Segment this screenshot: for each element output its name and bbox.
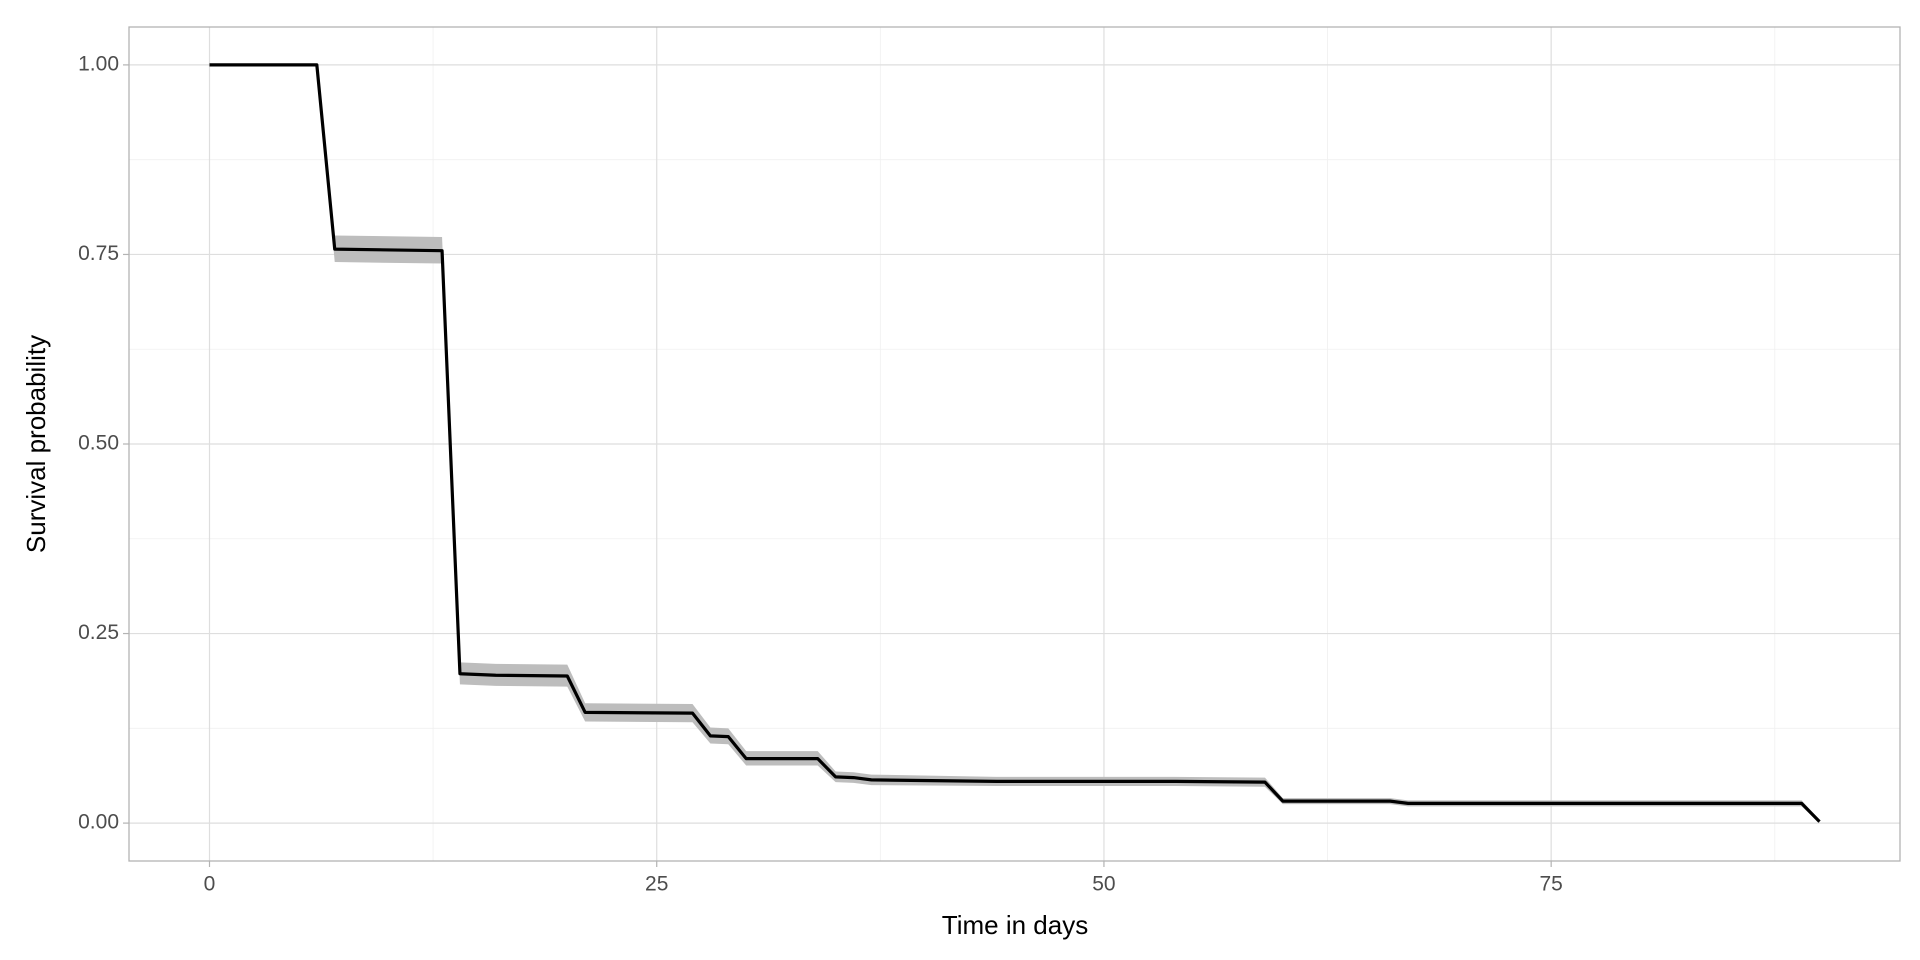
x-tick-label: 50 <box>1092 873 1115 896</box>
y-axis-title: Survival probability <box>21 335 51 553</box>
survival-line <box>209 63 1821 823</box>
y-tick-label: 1.00 <box>78 52 119 75</box>
x-tick-label: 25 <box>645 873 668 896</box>
x-tick-label: 0 <box>204 873 216 896</box>
x-axis-title: Time in days <box>942 910 1088 940</box>
panel-border <box>128 26 1901 862</box>
x-tick-label: 75 <box>1539 873 1562 896</box>
y-tick-label: 0.25 <box>78 621 119 644</box>
y-tick-label: 0.50 <box>78 432 119 455</box>
y-tick-label: 0.75 <box>78 242 119 265</box>
y-tick-label: 0.00 <box>78 811 119 834</box>
